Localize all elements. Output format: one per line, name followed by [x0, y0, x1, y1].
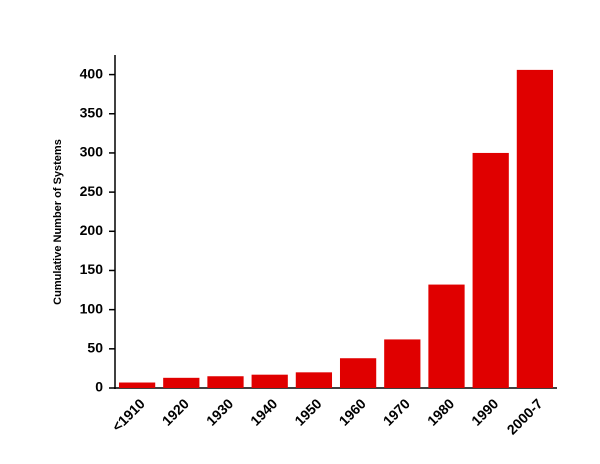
y-tick-label: 50: [87, 340, 103, 356]
bar: [339, 358, 377, 388]
x-tick-label: 1990: [468, 395, 501, 428]
y-tick-label: 200: [80, 222, 104, 238]
x-tick-label: 1950: [291, 395, 324, 428]
y-tick-label: 100: [80, 300, 104, 316]
y-tick-label: 350: [80, 104, 104, 120]
bar: [163, 377, 200, 388]
y-axis-label: Cumulative Number of Systems: [52, 139, 64, 305]
x-tick-label: 2000-7: [504, 395, 546, 437]
x-tick-label: 1970: [380, 395, 413, 428]
bar: [472, 152, 509, 388]
x-tick-label: 1980: [424, 395, 457, 428]
bar: [295, 372, 333, 388]
y-tick-label: 150: [80, 261, 104, 277]
y-tick-label: 0: [95, 379, 103, 395]
bar: [428, 284, 465, 388]
bar: [384, 339, 421, 388]
y-tick-label: 250: [80, 183, 104, 199]
y-tick-label: 300: [80, 144, 104, 160]
bar: [207, 376, 244, 388]
bar: [251, 374, 288, 388]
y-tick-label: 400: [80, 65, 104, 81]
bar: [516, 69, 554, 389]
x-tick-label: 1930: [203, 395, 236, 428]
bar: [118, 382, 156, 388]
x-tick-label: 1940: [247, 395, 280, 428]
x-tick-label: <1910: [109, 395, 148, 434]
x-tick-label: 1920: [159, 395, 192, 428]
x-tick-label: 1960: [335, 395, 368, 428]
